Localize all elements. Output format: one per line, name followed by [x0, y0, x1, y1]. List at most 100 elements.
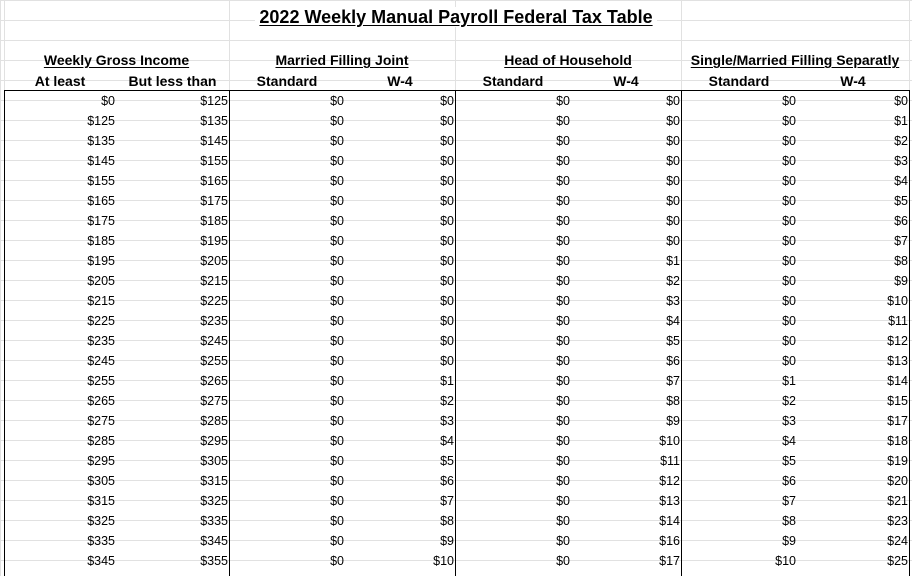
cell-single-standard[interactable]: $0	[782, 354, 796, 368]
cell-single-w4[interactable]: $20	[887, 474, 908, 488]
cell-mfj-w4[interactable]: $0	[440, 94, 454, 108]
cell-mfj-standard[interactable]: $0	[330, 354, 344, 368]
cell-but-less-than[interactable]: $245	[200, 334, 228, 348]
cell-hoh-standard[interactable]: $0	[556, 394, 570, 408]
cell-but-less-than[interactable]: $125	[200, 94, 228, 108]
cell-at-least[interactable]: $185	[87, 234, 115, 248]
cell-hoh-w4[interactable]: $4	[666, 314, 680, 328]
cell-but-less-than[interactable]: $185	[200, 214, 228, 228]
cell-hoh-w4[interactable]: $14	[659, 514, 680, 528]
cell-mfj-w4[interactable]: $2	[440, 394, 454, 408]
cell-hoh-w4[interactable]: $0	[666, 174, 680, 188]
cell-but-less-than[interactable]: $295	[200, 434, 228, 448]
cell-hoh-standard[interactable]: $0	[556, 194, 570, 208]
cell-single-standard[interactable]: $0	[782, 174, 796, 188]
cell-but-less-than[interactable]: $205	[200, 254, 228, 268]
cell-mfj-w4[interactable]: $0	[440, 294, 454, 308]
cell-single-standard[interactable]: $0	[782, 234, 796, 248]
cell-but-less-than[interactable]: $325	[200, 494, 228, 508]
cell-mfj-standard[interactable]: $0	[330, 134, 344, 148]
cell-at-least[interactable]: $335	[87, 534, 115, 548]
cell-but-less-than[interactable]: $305	[200, 454, 228, 468]
cell-hoh-w4[interactable]: $0	[666, 114, 680, 128]
cell-hoh-w4[interactable]: $16	[659, 534, 680, 548]
cell-but-less-than[interactable]: $145	[200, 134, 228, 148]
cell-mfj-standard[interactable]: $0	[330, 374, 344, 388]
cell-hoh-standard[interactable]: $0	[556, 94, 570, 108]
cell-hoh-w4[interactable]: $0	[666, 234, 680, 248]
cell-but-less-than[interactable]: $345	[200, 534, 228, 548]
cell-at-least[interactable]: $245	[87, 354, 115, 368]
cell-single-w4[interactable]: $4	[894, 174, 908, 188]
cell-at-least[interactable]: $265	[87, 394, 115, 408]
cell-hoh-standard[interactable]: $0	[556, 474, 570, 488]
cell-single-w4[interactable]: $8	[894, 254, 908, 268]
cell-hoh-w4[interactable]: $0	[666, 134, 680, 148]
cell-hoh-standard[interactable]: $0	[556, 334, 570, 348]
cell-mfj-w4[interactable]: $0	[440, 154, 454, 168]
cell-single-w4[interactable]: $3	[894, 154, 908, 168]
cell-mfj-standard[interactable]: $0	[330, 234, 344, 248]
cell-at-least[interactable]: $255	[87, 374, 115, 388]
cell-single-w4[interactable]: $14	[887, 374, 908, 388]
cell-mfj-w4[interactable]: $0	[440, 254, 454, 268]
cell-mfj-w4[interactable]: $0	[440, 354, 454, 368]
cell-mfj-standard[interactable]: $0	[330, 334, 344, 348]
cell-mfj-w4[interactable]: $1	[440, 374, 454, 388]
cell-single-standard[interactable]: $7	[782, 494, 796, 508]
cell-mfj-standard[interactable]: $0	[330, 154, 344, 168]
cell-single-standard[interactable]: $0	[782, 94, 796, 108]
cell-hoh-w4[interactable]: $5	[666, 334, 680, 348]
cell-mfj-standard[interactable]: $0	[330, 434, 344, 448]
cell-single-w4[interactable]: $1	[894, 114, 908, 128]
cell-single-w4[interactable]: $19	[887, 454, 908, 468]
cell-single-w4[interactable]: $23	[887, 514, 908, 528]
cell-mfj-standard[interactable]: $0	[330, 554, 344, 568]
cell-hoh-w4[interactable]: $6	[666, 354, 680, 368]
cell-hoh-standard[interactable]: $0	[556, 214, 570, 228]
cell-hoh-w4[interactable]: $10	[659, 434, 680, 448]
cell-at-least[interactable]: $145	[87, 154, 115, 168]
cell-hoh-standard[interactable]: $0	[556, 134, 570, 148]
cell-single-w4[interactable]: $0	[894, 94, 908, 108]
cell-single-standard[interactable]: $0	[782, 334, 796, 348]
cell-mfj-standard[interactable]: $0	[330, 394, 344, 408]
cell-single-w4[interactable]: $9	[894, 274, 908, 288]
cell-hoh-w4[interactable]: $12	[659, 474, 680, 488]
cell-hoh-standard[interactable]: $0	[556, 434, 570, 448]
cell-single-standard[interactable]: $0	[782, 314, 796, 328]
cell-single-standard[interactable]: $3	[782, 414, 796, 428]
cell-but-less-than[interactable]: $195	[200, 234, 228, 248]
cell-single-standard[interactable]: $4	[782, 434, 796, 448]
cell-at-least[interactable]: $225	[87, 314, 115, 328]
cell-hoh-standard[interactable]: $0	[556, 514, 570, 528]
cell-single-standard[interactable]: $1	[782, 374, 796, 388]
cell-mfj-standard[interactable]: $0	[330, 514, 344, 528]
cell-mfj-w4[interactable]: $8	[440, 514, 454, 528]
cell-hoh-standard[interactable]: $0	[556, 174, 570, 188]
cell-mfj-w4[interactable]: $0	[440, 114, 454, 128]
cell-mfj-w4[interactable]: $0	[440, 234, 454, 248]
cell-hoh-standard[interactable]: $0	[556, 374, 570, 388]
cell-single-standard[interactable]: $0	[782, 134, 796, 148]
cell-mfj-w4[interactable]: $5	[440, 454, 454, 468]
cell-hoh-standard[interactable]: $0	[556, 154, 570, 168]
cell-hoh-standard[interactable]: $0	[556, 534, 570, 548]
cell-single-w4[interactable]: $7	[894, 234, 908, 248]
cell-hoh-w4[interactable]: $1	[666, 254, 680, 268]
cell-single-w4[interactable]: $12	[887, 334, 908, 348]
cell-at-least[interactable]: $315	[87, 494, 115, 508]
cell-hoh-w4[interactable]: $17	[659, 554, 680, 568]
cell-but-less-than[interactable]: $355	[200, 554, 228, 568]
cell-hoh-w4[interactable]: $3	[666, 294, 680, 308]
cell-mfj-standard[interactable]: $0	[330, 314, 344, 328]
cell-single-standard[interactable]: $0	[782, 194, 796, 208]
cell-mfj-w4[interactable]: $10	[433, 554, 454, 568]
cell-hoh-w4[interactable]: $0	[666, 214, 680, 228]
cell-hoh-w4[interactable]: $8	[666, 394, 680, 408]
cell-single-standard[interactable]: $0	[782, 294, 796, 308]
cell-mfj-w4[interactable]: $0	[440, 334, 454, 348]
cell-but-less-than[interactable]: $155	[200, 154, 228, 168]
cell-hoh-standard[interactable]: $0	[556, 234, 570, 248]
cell-single-w4[interactable]: $2	[894, 134, 908, 148]
